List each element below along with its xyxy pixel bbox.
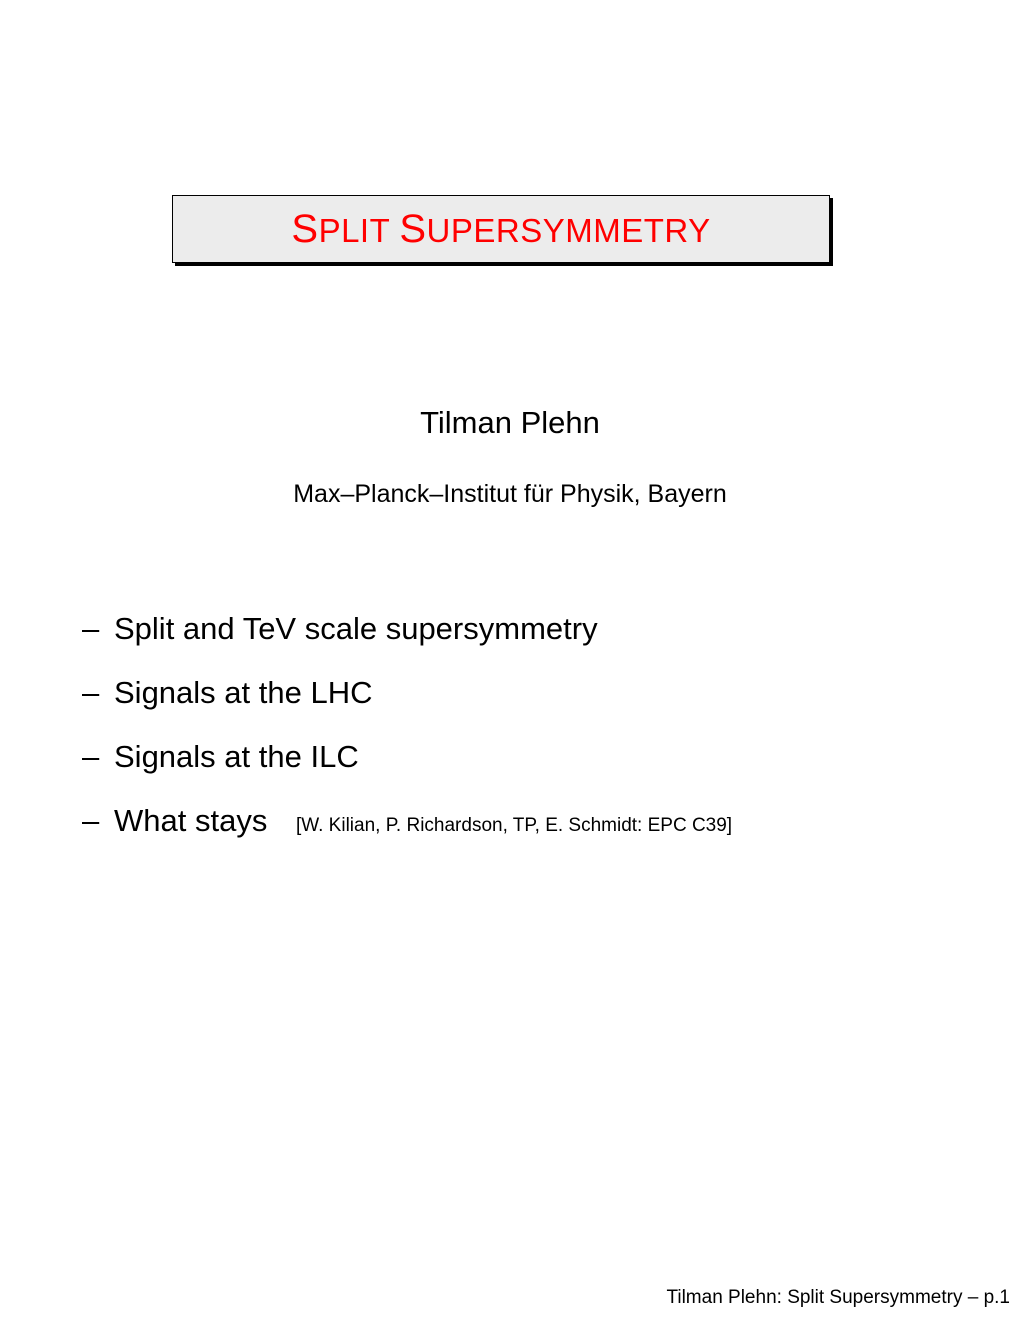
bullet-marker: – (82, 739, 114, 775)
bullet-marker: – (82, 803, 114, 839)
bullet-text: What stays [W. Kilian, P. Richardson, TP… (114, 803, 932, 839)
bullet-label: Split and TeV scale supersymmetry (114, 611, 598, 646)
affiliation-text: Max–Planck–Institut für Physik, Bayern (0, 480, 1020, 509)
bullet-citation: [W. Kilian, P. Richardson, TP, E. Schmid… (296, 815, 732, 836)
page-footer: Tilman Plehn: Split Supersymmetry – p.1 (666, 1287, 1010, 1309)
bullet-list: – Split and TeV scale supersymmetry – Si… (82, 611, 932, 867)
bullet-text: Split and TeV scale supersymmetry (114, 611, 932, 647)
bullet-label: Signals at the ILC (114, 739, 359, 774)
bullet-text: Signals at the ILC (114, 739, 932, 775)
list-item: – What stays [W. Kilian, P. Richardson, … (82, 803, 932, 839)
list-item: – Signals at the ILC (82, 739, 932, 775)
title-text: SPLIT SUPERSYMMETRY (291, 207, 710, 252)
bullet-marker: – (82, 611, 114, 647)
bullet-text: Signals at the LHC (114, 675, 932, 711)
author-name: Tilman Plehn (0, 405, 1020, 441)
bullet-marker: – (82, 675, 114, 711)
list-item: – Split and TeV scale supersymmetry (82, 611, 932, 647)
bullet-label: Signals at the LHC (114, 675, 372, 710)
title-box: SPLIT SUPERSYMMETRY (172, 195, 830, 263)
list-item: – Signals at the LHC (82, 675, 932, 711)
bullet-label: What stays (114, 803, 267, 838)
